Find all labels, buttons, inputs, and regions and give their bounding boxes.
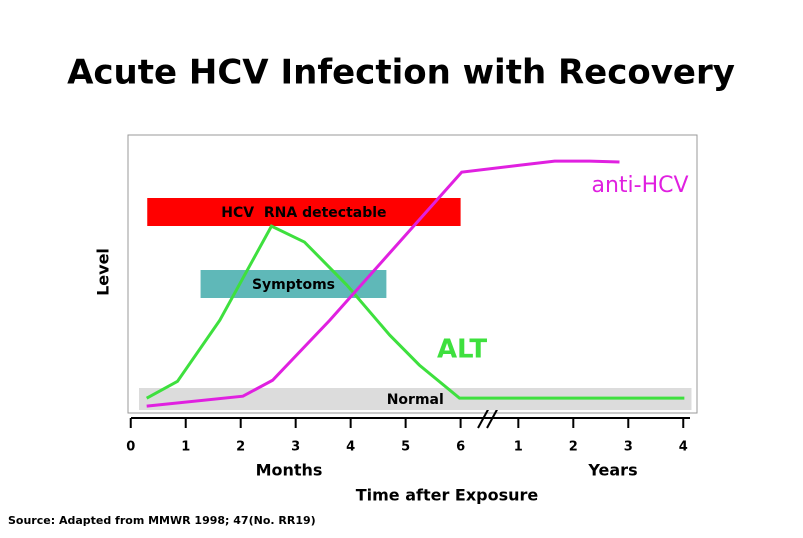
x-group-label: Months (256, 461, 323, 480)
x-tick-label: 2 (569, 440, 578, 455)
x-group-label: Years (587, 461, 637, 480)
series-label: ALT (437, 335, 487, 365)
series-label: anti-HCV (591, 173, 688, 198)
source-note: Source: Adapted from MMWR 1998; 47(No. R… (8, 514, 316, 527)
x-tick-label: 6 (456, 440, 465, 455)
x-tick-label: 1 (514, 440, 523, 455)
x-axis-title: Time after Exposure (356, 486, 539, 505)
series-line (145, 224, 685, 400)
x-tick-label: 3 (624, 440, 633, 455)
chart-title: Acute HCV Infection with Recovery (67, 53, 735, 93)
range-bar (147, 198, 461, 226)
plot-frame (127, 134, 698, 414)
range-bar (138, 388, 692, 410)
x-tick-label: 0 (126, 440, 135, 455)
x-tick-label: 3 (291, 440, 300, 455)
x-tick-label: 1 (181, 440, 190, 455)
range-label: HCV RNA detectable (221, 205, 386, 221)
series-line (146, 159, 620, 408)
x-tick-label: 2 (236, 440, 245, 455)
range-label: Symptoms (252, 277, 335, 293)
range-label: Normal (387, 392, 444, 408)
x-tick-label: 5 (401, 440, 410, 455)
x-tick-label: 4 (346, 440, 355, 455)
x-tick-label: 4 (679, 440, 688, 455)
y-axis-title: Level (94, 248, 113, 296)
